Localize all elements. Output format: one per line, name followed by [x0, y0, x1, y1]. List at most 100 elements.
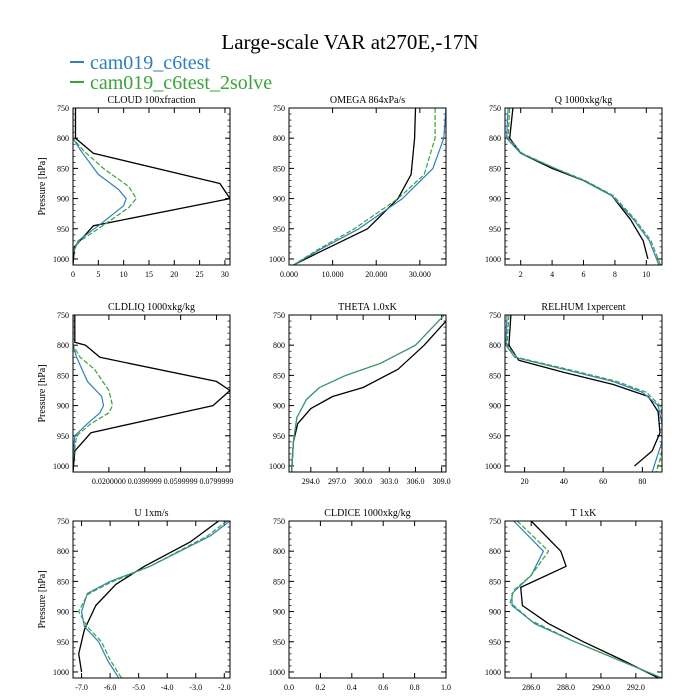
x-tick-label: 25	[196, 270, 204, 279]
x-tick-label: 60	[599, 477, 607, 486]
x-tick-label: 6	[582, 270, 586, 279]
panel-title: CLDLIQ 1000xkg/kg	[108, 302, 195, 313]
x-tick-label: 0.8	[410, 683, 420, 692]
series-line	[509, 521, 662, 678]
x-tick-label: 294.0	[302, 477, 320, 486]
series-line	[293, 108, 436, 265]
x-tick-label: 0.0799999	[200, 477, 234, 486]
chart-panel: OMEGA 864xPa/s 750 800 850 900 950 1000 0.000 10…	[269, 95, 447, 279]
panel-title: CLOUD 100xfraction	[107, 95, 195, 106]
series-line	[78, 521, 228, 678]
legend-swatch-icon	[70, 81, 84, 84]
y-tick-label: 900	[57, 195, 69, 204]
y-tick-label: 800	[57, 341, 69, 350]
x-tick-label: 300.0	[354, 477, 372, 486]
y-tick-label: 750	[57, 517, 69, 526]
y-tick-label: 800	[273, 341, 285, 350]
plot-frame	[72, 107, 231, 266]
chart-panel: T 1xK 750 800 850 900 950 1000 286.0 288.0 290.0 2…	[485, 508, 663, 692]
series-line	[511, 521, 662, 678]
panel-title: THETA 1.0xK	[338, 302, 397, 313]
x-tick-label: 40	[560, 477, 568, 486]
x-tick-label: -2.0	[218, 683, 231, 692]
x-tick-label: -3.0	[189, 683, 202, 692]
series-line	[291, 315, 445, 472]
panel-title: U 1xm/s	[134, 508, 168, 519]
y-tick-label: 950	[273, 225, 285, 234]
series-line	[505, 315, 662, 472]
y-tick-label: 950	[489, 432, 501, 441]
x-tick-label: 0.0	[284, 683, 294, 692]
y-tick-label: 850	[273, 577, 285, 586]
series-line	[73, 108, 127, 254]
plot-frame	[504, 520, 663, 679]
series-line	[293, 108, 446, 265]
y-tick-label: 800	[273, 134, 285, 143]
x-tick-label: 10	[120, 270, 128, 279]
y-tick-label: 750	[57, 104, 69, 113]
x-tick-label: 0.6	[378, 683, 388, 692]
x-tick-label: 0	[71, 270, 75, 279]
x-tick-label: 10.000	[322, 270, 344, 279]
chart-panel: Q 1000xkg/kg 750 800 850 900 950 1000 2 4 6 8 10	[485, 95, 663, 279]
y-tick-label: 900	[489, 195, 501, 204]
y-tick-label: 750	[489, 311, 501, 320]
y-tick-label: 950	[273, 638, 285, 647]
y-tick-label: 850	[273, 371, 285, 380]
y-tick-label: 900	[489, 402, 501, 411]
y-tick-label: 850	[489, 164, 501, 173]
x-tick-label: 292.0	[627, 683, 645, 692]
series-line	[290, 320, 446, 472]
x-tick-label: 288.0	[557, 683, 575, 692]
x-tick-label: 306.0	[406, 477, 424, 486]
y-tick-label: 850	[273, 164, 285, 173]
plot-frame	[72, 520, 231, 679]
y-tick-label: 850	[57, 164, 69, 173]
x-tick-label: 0.0399999	[128, 477, 162, 486]
series-line	[73, 315, 230, 472]
x-tick-label: 10	[642, 270, 650, 279]
y-axis-label: Pressure [hPa]	[37, 364, 48, 422]
series-line	[506, 108, 660, 265]
x-tick-label: 0.0200000	[92, 477, 126, 486]
chart-panel: U 1xm/s Pressure [hPa] 750 800 850 900 950 1000…	[37, 508, 231, 692]
y-tick-label: 950	[57, 432, 69, 441]
y-tick-label: 900	[273, 195, 285, 204]
series-line	[293, 108, 417, 265]
plot-frame	[288, 314, 447, 473]
x-tick-label: -5.0	[132, 683, 145, 692]
y-tick-label: 800	[489, 134, 501, 143]
series-line	[291, 315, 445, 472]
x-tick-label: -7.0	[75, 683, 88, 692]
plot-frame	[288, 520, 447, 679]
y-tick-label: 1000	[269, 255, 285, 264]
y-tick-label: 900	[273, 608, 285, 617]
panel-title: RELHUM 1xpercent	[541, 302, 625, 313]
y-tick-label: 950	[489, 225, 501, 234]
y-tick-label: 1000	[269, 668, 285, 677]
legend-label: cam019_c6test	[90, 52, 210, 74]
y-tick-label: 1000	[485, 255, 501, 264]
y-axis-label: Pressure [hPa]	[37, 570, 48, 628]
y-tick-label: 850	[489, 577, 501, 586]
y-tick-label: 900	[57, 608, 69, 617]
x-tick-label: 286.0	[522, 683, 540, 692]
x-tick-label: 309.0	[433, 477, 451, 486]
legend-item: cam019_c6test_2solve	[70, 72, 272, 94]
y-tick-label: 850	[489, 371, 501, 380]
y-tick-label: 1000	[485, 462, 501, 471]
x-tick-label: 303.0	[380, 477, 398, 486]
y-tick-label: 850	[57, 577, 69, 586]
y-tick-label: 750	[489, 517, 501, 526]
y-tick-label: 900	[489, 608, 501, 617]
x-tick-label: 30.000	[409, 270, 431, 279]
x-tick-label: 0.0599999	[164, 477, 198, 486]
y-tick-label: 800	[57, 134, 69, 143]
y-tick-label: 1000	[485, 668, 501, 677]
chart-panel: CLOUD 100xfraction Pressure [hPa] 750 800 85…	[37, 95, 231, 279]
series-line	[73, 315, 114, 460]
y-tick-label: 1000	[53, 255, 69, 264]
panel-title: Q 1000xkg/kg	[555, 95, 613, 106]
chart-panel: CLDLIQ 1000xkg/kg Pressure [hPa] 750 800 850…	[37, 302, 234, 486]
